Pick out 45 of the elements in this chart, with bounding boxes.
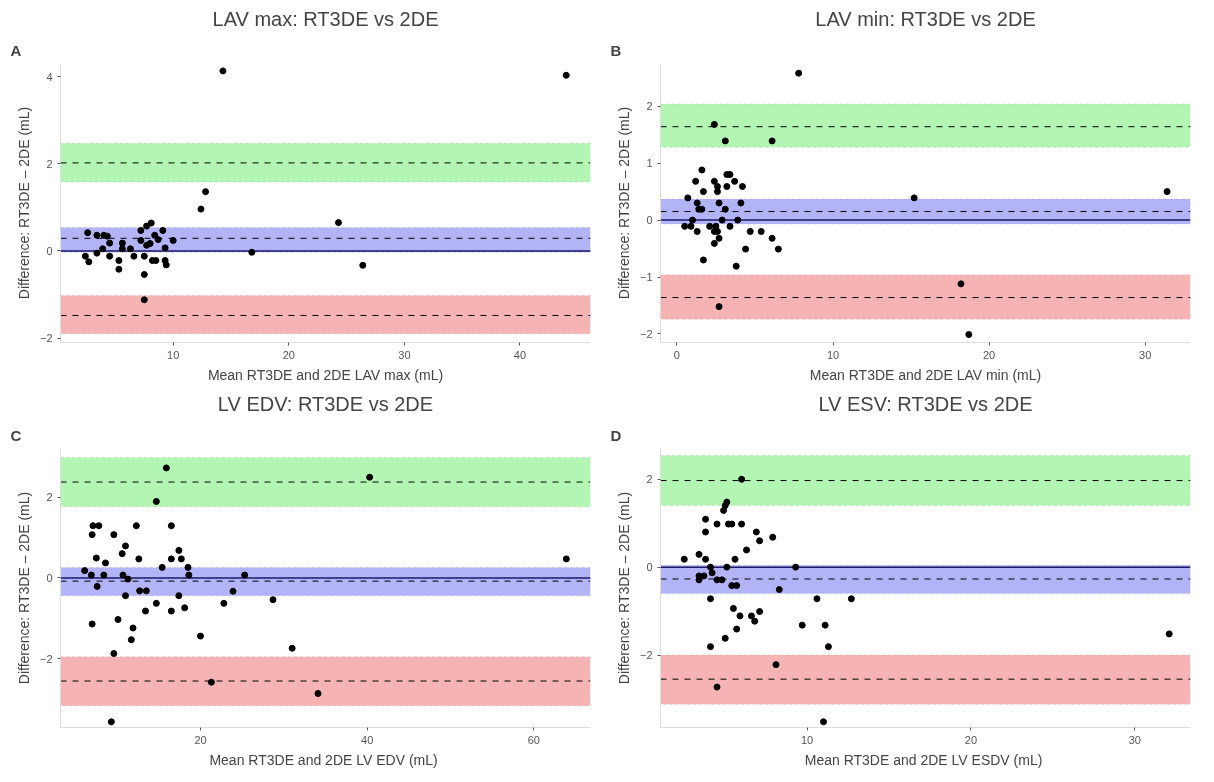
y-tick-label: 2 [646, 100, 653, 113]
x-tick-label: 20 [983, 348, 996, 361]
y-axis-title: Difference: RT3DE – 2DE (mL) [615, 491, 632, 685]
y-tick-label: 0 [646, 214, 653, 227]
y-axis-title: Difference: RT3DE – 2DE (mL) [615, 106, 632, 300]
chart-title: LV EDV: RT3DE vs 2DE [217, 392, 434, 415]
x-tick-label: 10 [167, 348, 180, 361]
chart-title: LAV max: RT3DE vs 2DE [212, 7, 439, 30]
x-tick-label: 30 [1128, 733, 1141, 746]
y-tick-label: −2 [39, 652, 53, 665]
x-axis-title: Mean RT3DE and 2DE LV EDV (mL) [209, 751, 438, 768]
text: B [610, 41, 622, 59]
x-tick-label: 30 [398, 348, 411, 361]
x-tick-label: 0 [673, 348, 680, 361]
y-tick-label: −1 [639, 271, 653, 284]
y-tick-label: 2 [46, 157, 53, 170]
y-tick-label: −2 [39, 332, 53, 345]
y-tick-label: 0 [646, 561, 653, 574]
x-axis-title: Mean RT3DE and 2DE LAV max (mL) [207, 366, 444, 383]
x-tick-label: 30 [1139, 348, 1152, 361]
y-tick-label: −2 [639, 327, 653, 340]
y-tick-label: 4 [46, 70, 53, 83]
y-tick-label: 0 [46, 244, 53, 257]
x-tick-label: 20 [194, 733, 207, 746]
text: C [10, 426, 22, 444]
x-tick-label: 10 [826, 348, 840, 361]
y-axis-title: Difference: RT3DE – 2DE (mL) [15, 491, 32, 685]
x-tick-label: 40 [361, 733, 374, 746]
x-tick-label: 40 [513, 348, 527, 361]
x-axis-title: Mean RT3DE and 2DE LV ESDV (mL) [804, 751, 1043, 768]
x-tick-label: 20 [282, 348, 295, 361]
chart-title: LV ESV: RT3DE vs 2DE [818, 392, 1033, 415]
chart-title: LAV min: RT3DE vs 2DE [815, 7, 1036, 30]
text: A [10, 41, 22, 59]
y-tick-label: −2 [639, 649, 653, 661]
y-tick-label: 2 [646, 473, 653, 486]
x-tick-label: 10 [801, 733, 814, 746]
y-axis-title: Difference: RT3DE – 2DE (mL) [15, 106, 32, 300]
x-tick-label: 60 [527, 733, 540, 746]
y-tick-label: 1 [646, 157, 653, 170]
x-tick-label: 20 [964, 733, 978, 746]
y-tick-label: 0 [46, 571, 53, 584]
text: D [610, 426, 622, 444]
x-axis-title: Mean RT3DE and 2DE LAV min (mL) [809, 366, 1042, 383]
y-tick-label: 2 [46, 491, 53, 504]
